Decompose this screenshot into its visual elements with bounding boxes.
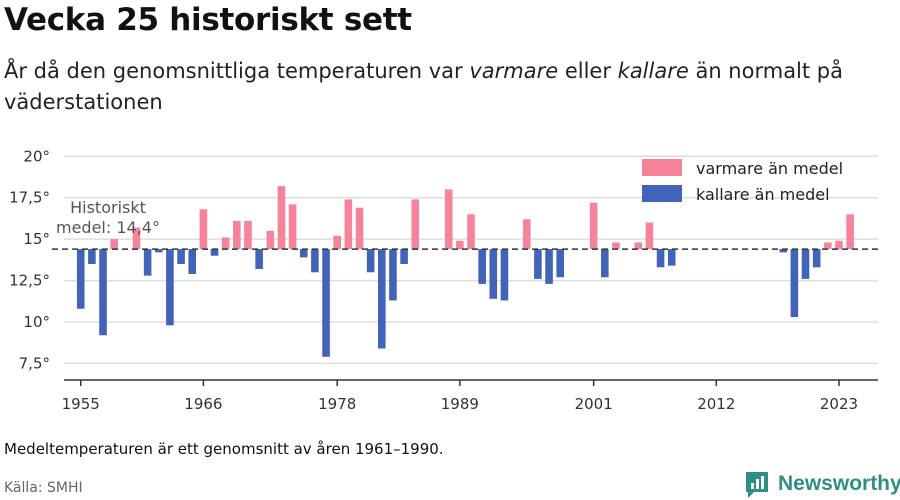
y-tick-label: 15° (23, 230, 50, 248)
x-tick-label: 1966 (184, 395, 222, 413)
x-tick-label: 1989 (441, 395, 479, 413)
bar-cold (801, 249, 810, 279)
bar-cold (389, 249, 397, 301)
bar-cold (601, 249, 609, 278)
subtitle-part-1: År då den genomsnittliga temperaturen va… (4, 59, 470, 83)
legend-cold-label: kallare än medel (696, 185, 830, 204)
y-tick-label: 10° (23, 313, 50, 331)
bar-cold (255, 249, 263, 269)
brand-logo[interactable]: Newsworthy (744, 469, 900, 499)
x-tick-label: 1978 (318, 395, 356, 413)
bar-cold (366, 249, 375, 273)
bar-cold (812, 249, 821, 268)
bar-warm (824, 242, 832, 250)
bar-warm (221, 237, 230, 250)
bar-cold (377, 249, 386, 349)
chart-title: Vecka 25 historiskt sett (4, 2, 412, 38)
x-tick-label: 2023 (820, 395, 858, 413)
footnote: Medeltemperaturen är ett genomsnitt av å… (4, 440, 444, 458)
legend-cold-swatch (642, 185, 682, 202)
bar-warm (199, 209, 208, 250)
bar-warm (846, 214, 854, 250)
legend-warm-label: varmare än medel (696, 159, 843, 178)
bar-warm (344, 199, 353, 250)
bar-warm (355, 207, 364, 250)
bar-warm (589, 202, 598, 250)
source-credit: Källa: SMHI (4, 480, 83, 496)
brand-name: Newsworthy (778, 472, 900, 495)
subtitle-part-3: än normalt på väderstationen (4, 59, 843, 114)
bar-warm (444, 189, 453, 250)
bar-cold (478, 249, 486, 284)
bar-warm (277, 186, 286, 250)
bar-cold (76, 249, 85, 309)
bar-warm (288, 204, 297, 250)
bar-cold (667, 249, 676, 266)
bar-warm (110, 239, 118, 250)
bar-cold (311, 249, 319, 273)
chart-subtitle: År då den genomsnittliga temperaturen va… (4, 56, 884, 118)
bar-cold (99, 249, 107, 336)
bar-cold (177, 249, 185, 264)
bar-warm (612, 242, 620, 250)
bar-cold (556, 249, 565, 278)
mean-label-line1: Historiskt (70, 198, 146, 217)
bar-warm (645, 222, 654, 250)
subtitle-warm-word: varmare (469, 59, 559, 83)
y-tick-label: 12,5° (9, 272, 50, 290)
bar-warm (333, 235, 341, 250)
bar-cold (210, 249, 219, 256)
subtitle-part-2: eller (558, 59, 618, 83)
bar-warm (835, 240, 843, 250)
y-tick-label: 17,5° (9, 189, 50, 207)
bar-warm (522, 219, 531, 250)
bar-cold (166, 249, 174, 326)
legend-warm-swatch (642, 159, 682, 176)
newsworthy-logo-icon (746, 472, 768, 498)
bar-warm (244, 220, 252, 250)
legend: varmare än medel kallare än medel (642, 159, 843, 204)
mean-label-line2: medel: 14,4° (56, 218, 160, 237)
x-tick-label: 2001 (575, 395, 613, 413)
y-tick-label: 7,5° (19, 354, 50, 372)
bar-cold (489, 249, 498, 299)
bar-cold (500, 249, 509, 301)
bar-chart: 7,5° 10° 12,5° 15° 17,5° 20° 1955 1966 1978 1989… (9, 147, 878, 413)
x-tick-label: 2012 (697, 395, 735, 413)
y-tick-label: 20° (23, 147, 50, 165)
bar-cold (534, 249, 542, 279)
bar-warm (233, 220, 241, 250)
bar-cold (154, 249, 163, 253)
bar-cold (790, 249, 799, 318)
x-tick-label: 1955 (62, 395, 100, 413)
subtitle-cold-word: kallare (617, 59, 689, 83)
bar-cold (779, 249, 788, 253)
bar-warm (132, 227, 141, 250)
bar-warm (266, 230, 275, 250)
bar-cold (143, 249, 152, 276)
bar-warm (411, 199, 420, 250)
bar-warm (456, 240, 464, 250)
bar-cold (88, 249, 96, 264)
bar-cold (545, 249, 553, 284)
bar-cold (299, 249, 308, 258)
bar-cold (400, 249, 408, 264)
bar-warm (467, 214, 475, 250)
bar-cold (322, 249, 330, 357)
bar-cold (188, 249, 197, 274)
bar-warm (634, 242, 643, 250)
bar-cold (656, 249, 665, 268)
